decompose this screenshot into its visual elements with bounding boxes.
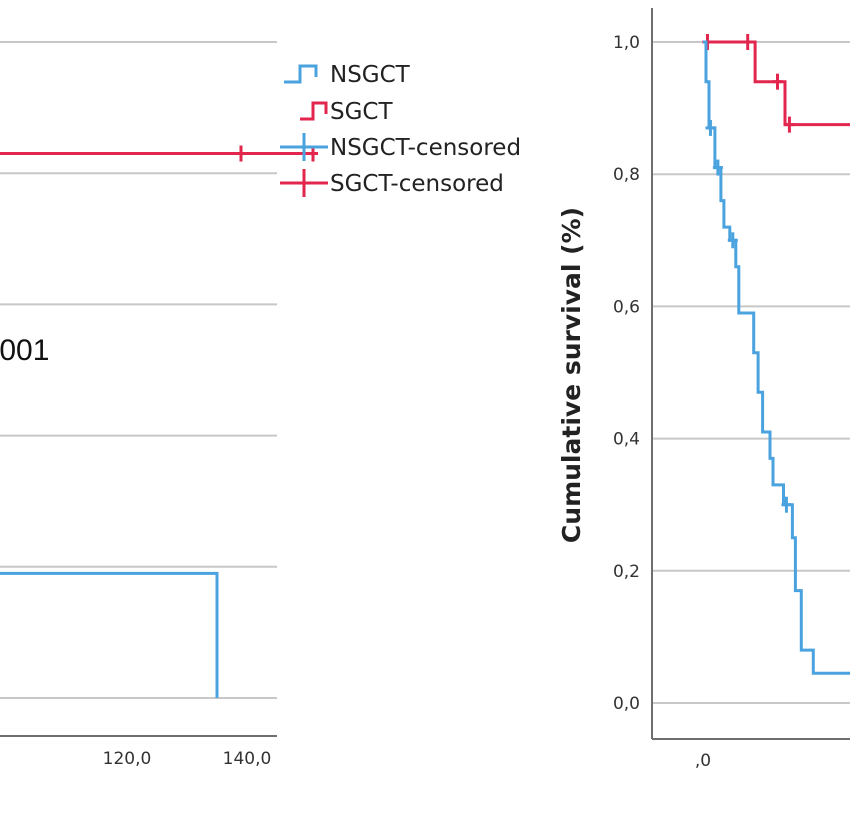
legend-item-sgct: SGCT <box>300 99 393 125</box>
right-sgct-curve <box>703 40 850 127</box>
legend-item-nsgct: NSGCT <box>284 62 411 88</box>
right-sgct-censor-mark <box>772 73 783 90</box>
right-x-tick-label: ,0 <box>695 751 711 771</box>
left-sgct-censor-mark <box>236 145 246 162</box>
right-nsgct-censor-mark <box>727 232 738 249</box>
left-nsgct-curve <box>0 571 219 698</box>
legend-swatch <box>284 64 318 84</box>
left-x-tick-label: 120,0 <box>103 749 152 769</box>
legend-label: SGCT-censored <box>330 171 504 197</box>
right-nsgct-curve <box>703 40 850 675</box>
legend-label: NSGCT <box>330 62 411 88</box>
left-survival-plot: 120,0 140,0 .001 <box>0 41 318 769</box>
y-axis-title: Cumulative survival (%) <box>557 207 586 543</box>
right-nsgct-censor-mark <box>712 159 723 176</box>
legend-swatch <box>300 101 328 121</box>
right-sgct-censor-mark <box>742 34 753 50</box>
right-y-tick-label: 0,0 <box>613 694 640 714</box>
right-y-tick-label: 0,2 <box>613 562 640 582</box>
legend-label: SGCT <box>330 99 393 125</box>
legend-item-sgct-censored: SGCT-censored <box>280 169 504 197</box>
right-nsgct-censor-mark <box>705 119 716 136</box>
right-nsgct-censor-mark <box>781 496 792 513</box>
right-sgct-censor-mark <box>784 116 795 133</box>
right-y-tick-label: 0,8 <box>613 165 640 185</box>
right-y-tick-label: 0,6 <box>613 297 640 317</box>
right-survival-plot: 0,0 0,2 0,4 0,6 0,8 1,0 ,0 Cumulative survival … <box>557 8 850 771</box>
right-y-tick-label: 1,0 <box>613 33 640 53</box>
right-y-tick-label: 0,4 <box>613 430 640 450</box>
p-value-annotation: .001 <box>0 334 49 367</box>
left-x-tick-label: 140,0 <box>223 749 272 769</box>
legend: NSGCT SGCT NSGCT-censored SGCT-censored <box>280 62 521 197</box>
legend-item-nsgct-censored: NSGCT-censored <box>280 133 521 161</box>
legend-label: NSGCT-censored <box>330 135 521 161</box>
